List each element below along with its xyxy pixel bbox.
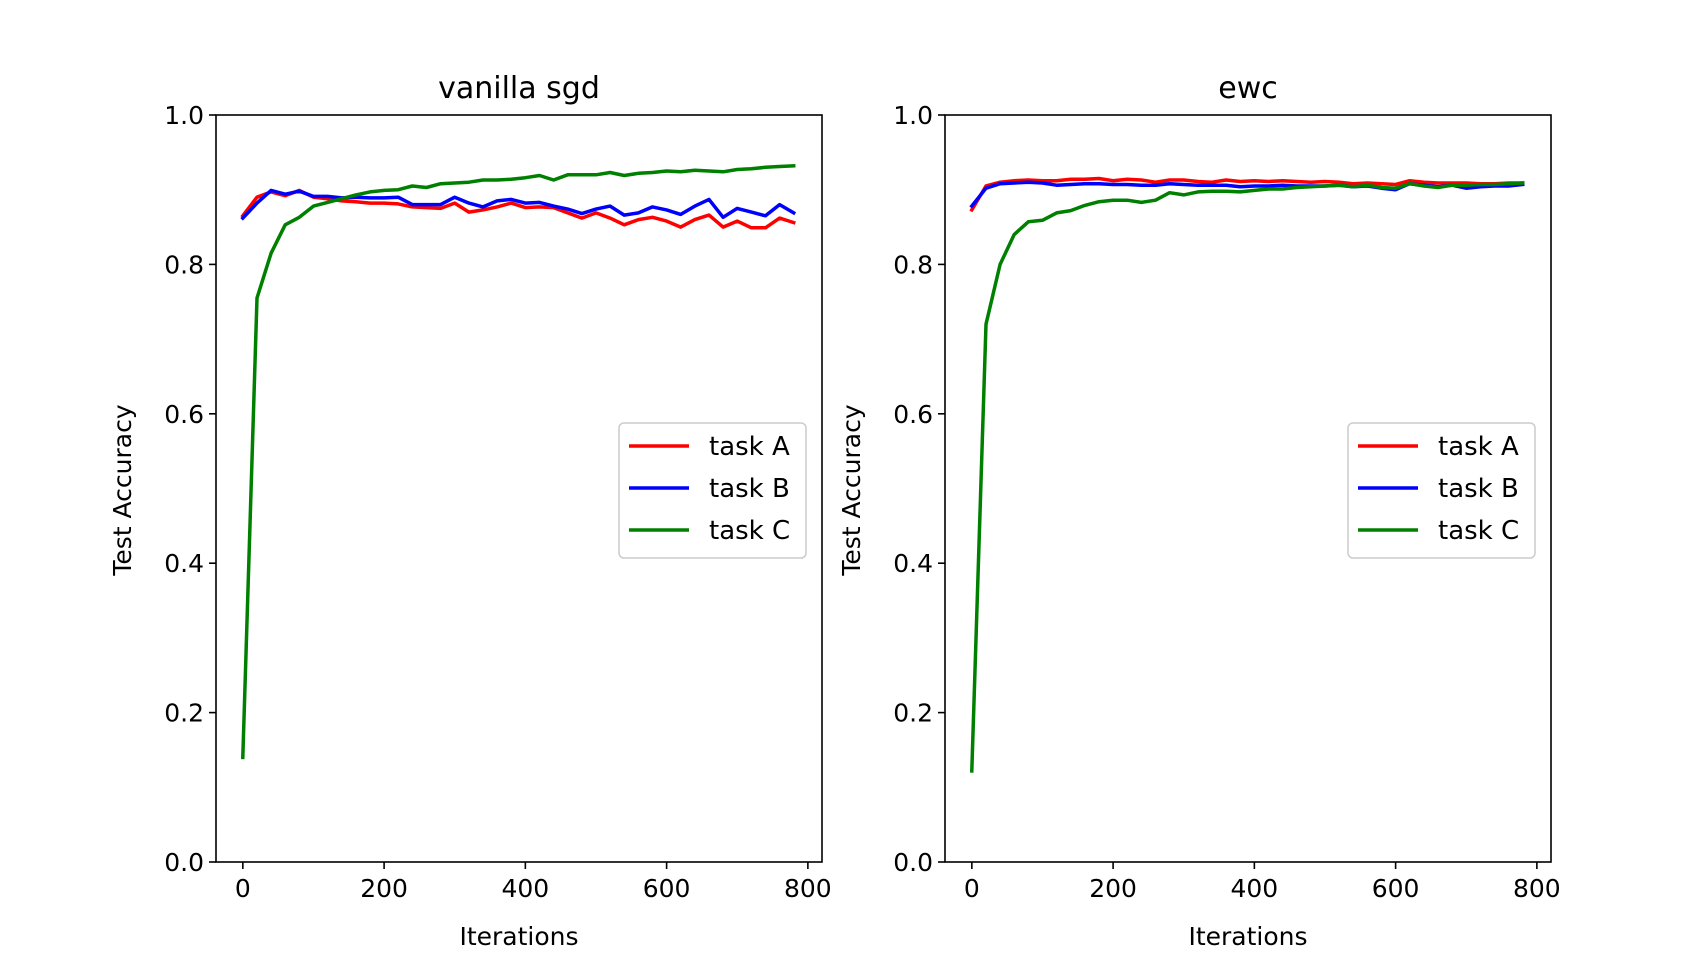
legend-label-task-b: task B (709, 474, 790, 504)
y-tick-label: 0.8 (893, 250, 933, 279)
x-tick-label: 600 (643, 874, 691, 903)
y-tick-label: 1.0 (164, 101, 204, 130)
legend-label-task-c: task C (1438, 516, 1519, 546)
legend-label-task-a: task A (709, 432, 790, 462)
y-axis: 0.0 0.2 0.4 0.6 0.8 1.0 (164, 101, 216, 877)
legend: task A task B task C (1347, 422, 1536, 559)
plot-lines (969, 176, 1525, 773)
legend-label-task-c: task C (709, 516, 790, 546)
y-axis-label: Test Accuracy (108, 404, 137, 577)
y-tick-label: 0.4 (164, 549, 204, 578)
y-tick-label: 0.2 (164, 699, 204, 728)
legend-box (618, 422, 807, 559)
legend: task A task B task C (618, 422, 807, 559)
y-tick-label: 0.4 (893, 549, 933, 578)
x-tick-label: 0 (964, 874, 980, 903)
series-line-task-c (969, 181, 1525, 773)
chart-title: vanilla sgd (438, 71, 600, 106)
series-line-task-b (240, 188, 797, 221)
x-tick-label: 400 (1230, 874, 1278, 903)
y-axis: 0.0 0.2 0.4 0.6 0.8 1.0 (893, 101, 945, 877)
legend-label-task-b: task B (1438, 474, 1519, 504)
chart-panel-vanilla-sgd: vanilla sgd 0.0 0.2 0.4 0.6 0.8 1.0 0 200 400 60… (108, 71, 832, 951)
y-axis-label: Test Accuracy (837, 404, 866, 577)
plot-frame (944, 114, 1552, 863)
x-tick-label: 400 (501, 874, 549, 903)
x-axis: 0 200 400 600 800 (964, 862, 1561, 903)
x-tick-label: 600 (1372, 874, 1420, 903)
x-tick-label: 200 (1089, 874, 1137, 903)
plot-frame (215, 114, 823, 863)
plot-lines (240, 163, 797, 760)
x-tick-label: 0 (235, 874, 251, 903)
y-tick-label: 0.2 (893, 699, 933, 728)
x-tick-label: 800 (1513, 874, 1561, 903)
y-tick-label: 1.0 (893, 101, 933, 130)
y-tick-label: 0.0 (893, 848, 933, 877)
legend-box (1347, 422, 1536, 559)
x-axis-label: Iterations (459, 922, 578, 951)
y-tick-label: 0.6 (164, 400, 204, 429)
x-tick-label: 200 (360, 874, 408, 903)
chart-title: ewc (1218, 71, 1278, 106)
y-tick-label: 0.6 (893, 400, 933, 429)
x-axis: 0 200 400 600 800 (235, 862, 832, 903)
y-tick-label: 0.0 (164, 848, 204, 877)
legend-label-task-a: task A (1438, 432, 1519, 462)
y-tick-label: 0.8 (164, 250, 204, 279)
series-line-task-c (240, 163, 796, 760)
x-tick-label: 800 (784, 874, 832, 903)
x-axis-label: Iterations (1188, 922, 1307, 951)
chart-panel-ewc: ewc 0.0 0.2 0.4 0.6 0.8 1.0 0 200 400 600 800 Ite… (837, 71, 1561, 951)
series-line-task-a (969, 176, 1525, 213)
